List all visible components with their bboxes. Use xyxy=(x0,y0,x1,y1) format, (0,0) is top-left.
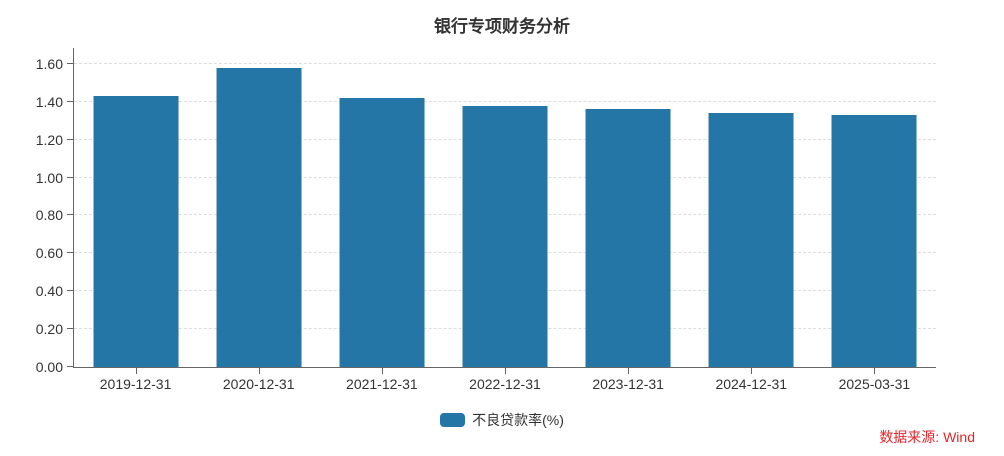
y-axis-tick xyxy=(67,366,74,367)
x-axis-label: 2025-03-31 xyxy=(838,376,911,392)
bar-slot: 2023-12-31 xyxy=(567,48,690,392)
gridline xyxy=(74,62,936,64)
y-axis-tick xyxy=(67,62,74,64)
bar-slot: 2024-12-31 xyxy=(690,48,813,392)
bar-2025-03-31[interactable] xyxy=(831,115,917,367)
bar-slot: 2021-12-31 xyxy=(320,48,443,392)
legend-swatch xyxy=(440,413,466,427)
y-axis-label: 1.20 xyxy=(35,131,63,148)
legend-label: 不良贷款率(%) xyxy=(472,412,564,428)
bar-slot: 2022-12-31 xyxy=(443,48,566,392)
y-axis-label: 0.80 xyxy=(35,207,63,224)
x-axis-label: 2024-12-31 xyxy=(715,376,788,392)
bar-2019-12-31[interactable] xyxy=(93,96,179,367)
x-axis-tick xyxy=(135,368,137,374)
y-axis-label: 0.20 xyxy=(35,321,63,338)
y-axis-tick xyxy=(67,252,74,254)
x-axis-label: 2020-12-31 xyxy=(222,376,295,392)
bar-2022-12-31[interactable] xyxy=(462,105,548,367)
bar-slot: 2020-12-31 xyxy=(197,48,320,392)
y-axis-label: 1.40 xyxy=(35,93,63,110)
legend-item-npl-ratio[interactable]: 不良贷款率(%) xyxy=(440,410,564,430)
x-axis-label: 2023-12-31 xyxy=(592,376,664,392)
y-axis-label: 0.60 xyxy=(35,245,63,262)
chart-title: 银行专项财务分析 xyxy=(434,17,570,36)
x-axis-tick xyxy=(258,368,260,374)
y-axis-label: 0.00 xyxy=(35,359,63,375)
y-axis-tick xyxy=(67,100,74,102)
y-axis-tick xyxy=(67,290,74,292)
x-axis-label: 2019-12-31 xyxy=(99,376,172,392)
x-axis-tick xyxy=(381,368,383,374)
x-axis-label: 2021-12-31 xyxy=(346,376,418,392)
y-axis-tick xyxy=(67,328,74,330)
bar-slot: 2025-03-31 xyxy=(813,48,936,392)
x-axis-tick xyxy=(751,368,753,374)
x-axis-label: 2022-12-31 xyxy=(469,376,541,392)
x-axis-tick xyxy=(504,368,506,374)
legend: 不良贷款率(%) xyxy=(0,410,1004,430)
bar-slot: 2019-12-31 xyxy=(74,48,197,392)
y-axis-tick xyxy=(67,214,74,216)
y-axis-label: 1.00 xyxy=(35,169,63,186)
y-axis-label: 0.40 xyxy=(35,283,63,300)
bar-2024-12-31[interactable] xyxy=(708,113,794,367)
x-axis-tick xyxy=(628,368,630,374)
y-axis-tick xyxy=(67,176,74,178)
x-axis-tick xyxy=(874,368,876,374)
bar-2021-12-31[interactable] xyxy=(339,98,425,367)
data-source-label: 数据来源: Wind xyxy=(879,429,975,445)
plot-area: 0.00 0.20 0.40 0.60 0.80 1.00 1.20 1.40 1.60 2019… xyxy=(36,48,936,392)
bar-2020-12-31[interactable] xyxy=(216,67,302,367)
y-axis-label: 1.60 xyxy=(35,55,63,72)
gridline xyxy=(74,100,936,102)
bar-2023-12-31[interactable] xyxy=(585,109,671,367)
y-axis-tick xyxy=(67,138,74,140)
